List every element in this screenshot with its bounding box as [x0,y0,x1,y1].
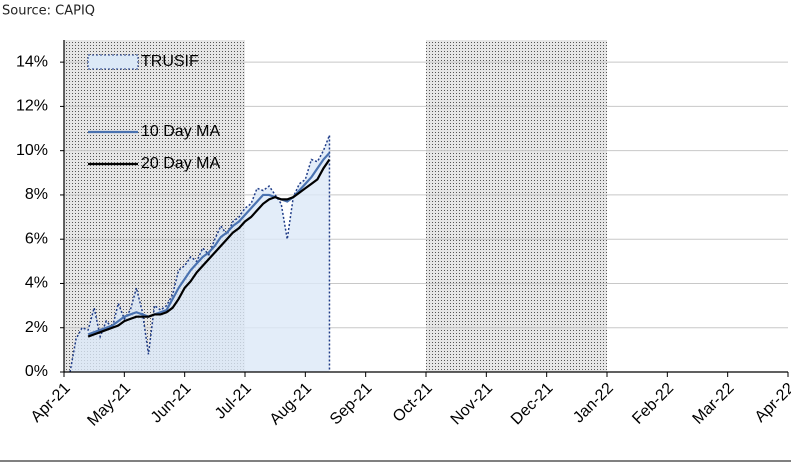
x-tick-label: Feb-22 [629,380,677,428]
x-tick-label: Aug-21 [267,380,316,429]
x-tick-label: Jun-21 [148,380,195,427]
line [87,152,331,336]
line [87,158,331,338]
y-tick-label: 0% [25,363,48,380]
legend-label: 20 Day MA [141,155,220,172]
legend-swatch [87,54,139,70]
x-tick-label: Jan-22 [570,380,617,427]
shaded-span [426,40,607,372]
y-tick-label: 2% [25,319,48,336]
x-tick-label: Nov-21 [448,380,497,429]
y-tick-label: 8% [25,186,48,203]
source: Source: CAPIQ [2,4,95,19]
legend-label: 10 Day MA [141,123,220,140]
x-tick-label: Sep-21 [327,380,376,429]
x-tick-label: Jul-21 [212,380,255,423]
x-tick-label: May-21 [84,380,134,430]
x-tick-label: Dec-21 [508,380,557,429]
legend-swatch [88,93,138,103]
x-tick-label: Apr-22 [752,380,791,426]
x-tick-label: Oct-21 [390,380,436,426]
y-tick-label: 10% [16,142,48,159]
y-tick-label: 12% [16,98,48,115]
y-tick-label: 6% [25,230,48,247]
y-tick-label: 14% [16,53,48,70]
x-tick-label: Apr-21 [28,380,74,426]
legend-label: TRUSIF [141,53,199,70]
x-tick-label: Mar-22 [690,380,738,428]
y-tick-label: 4% [25,275,48,292]
